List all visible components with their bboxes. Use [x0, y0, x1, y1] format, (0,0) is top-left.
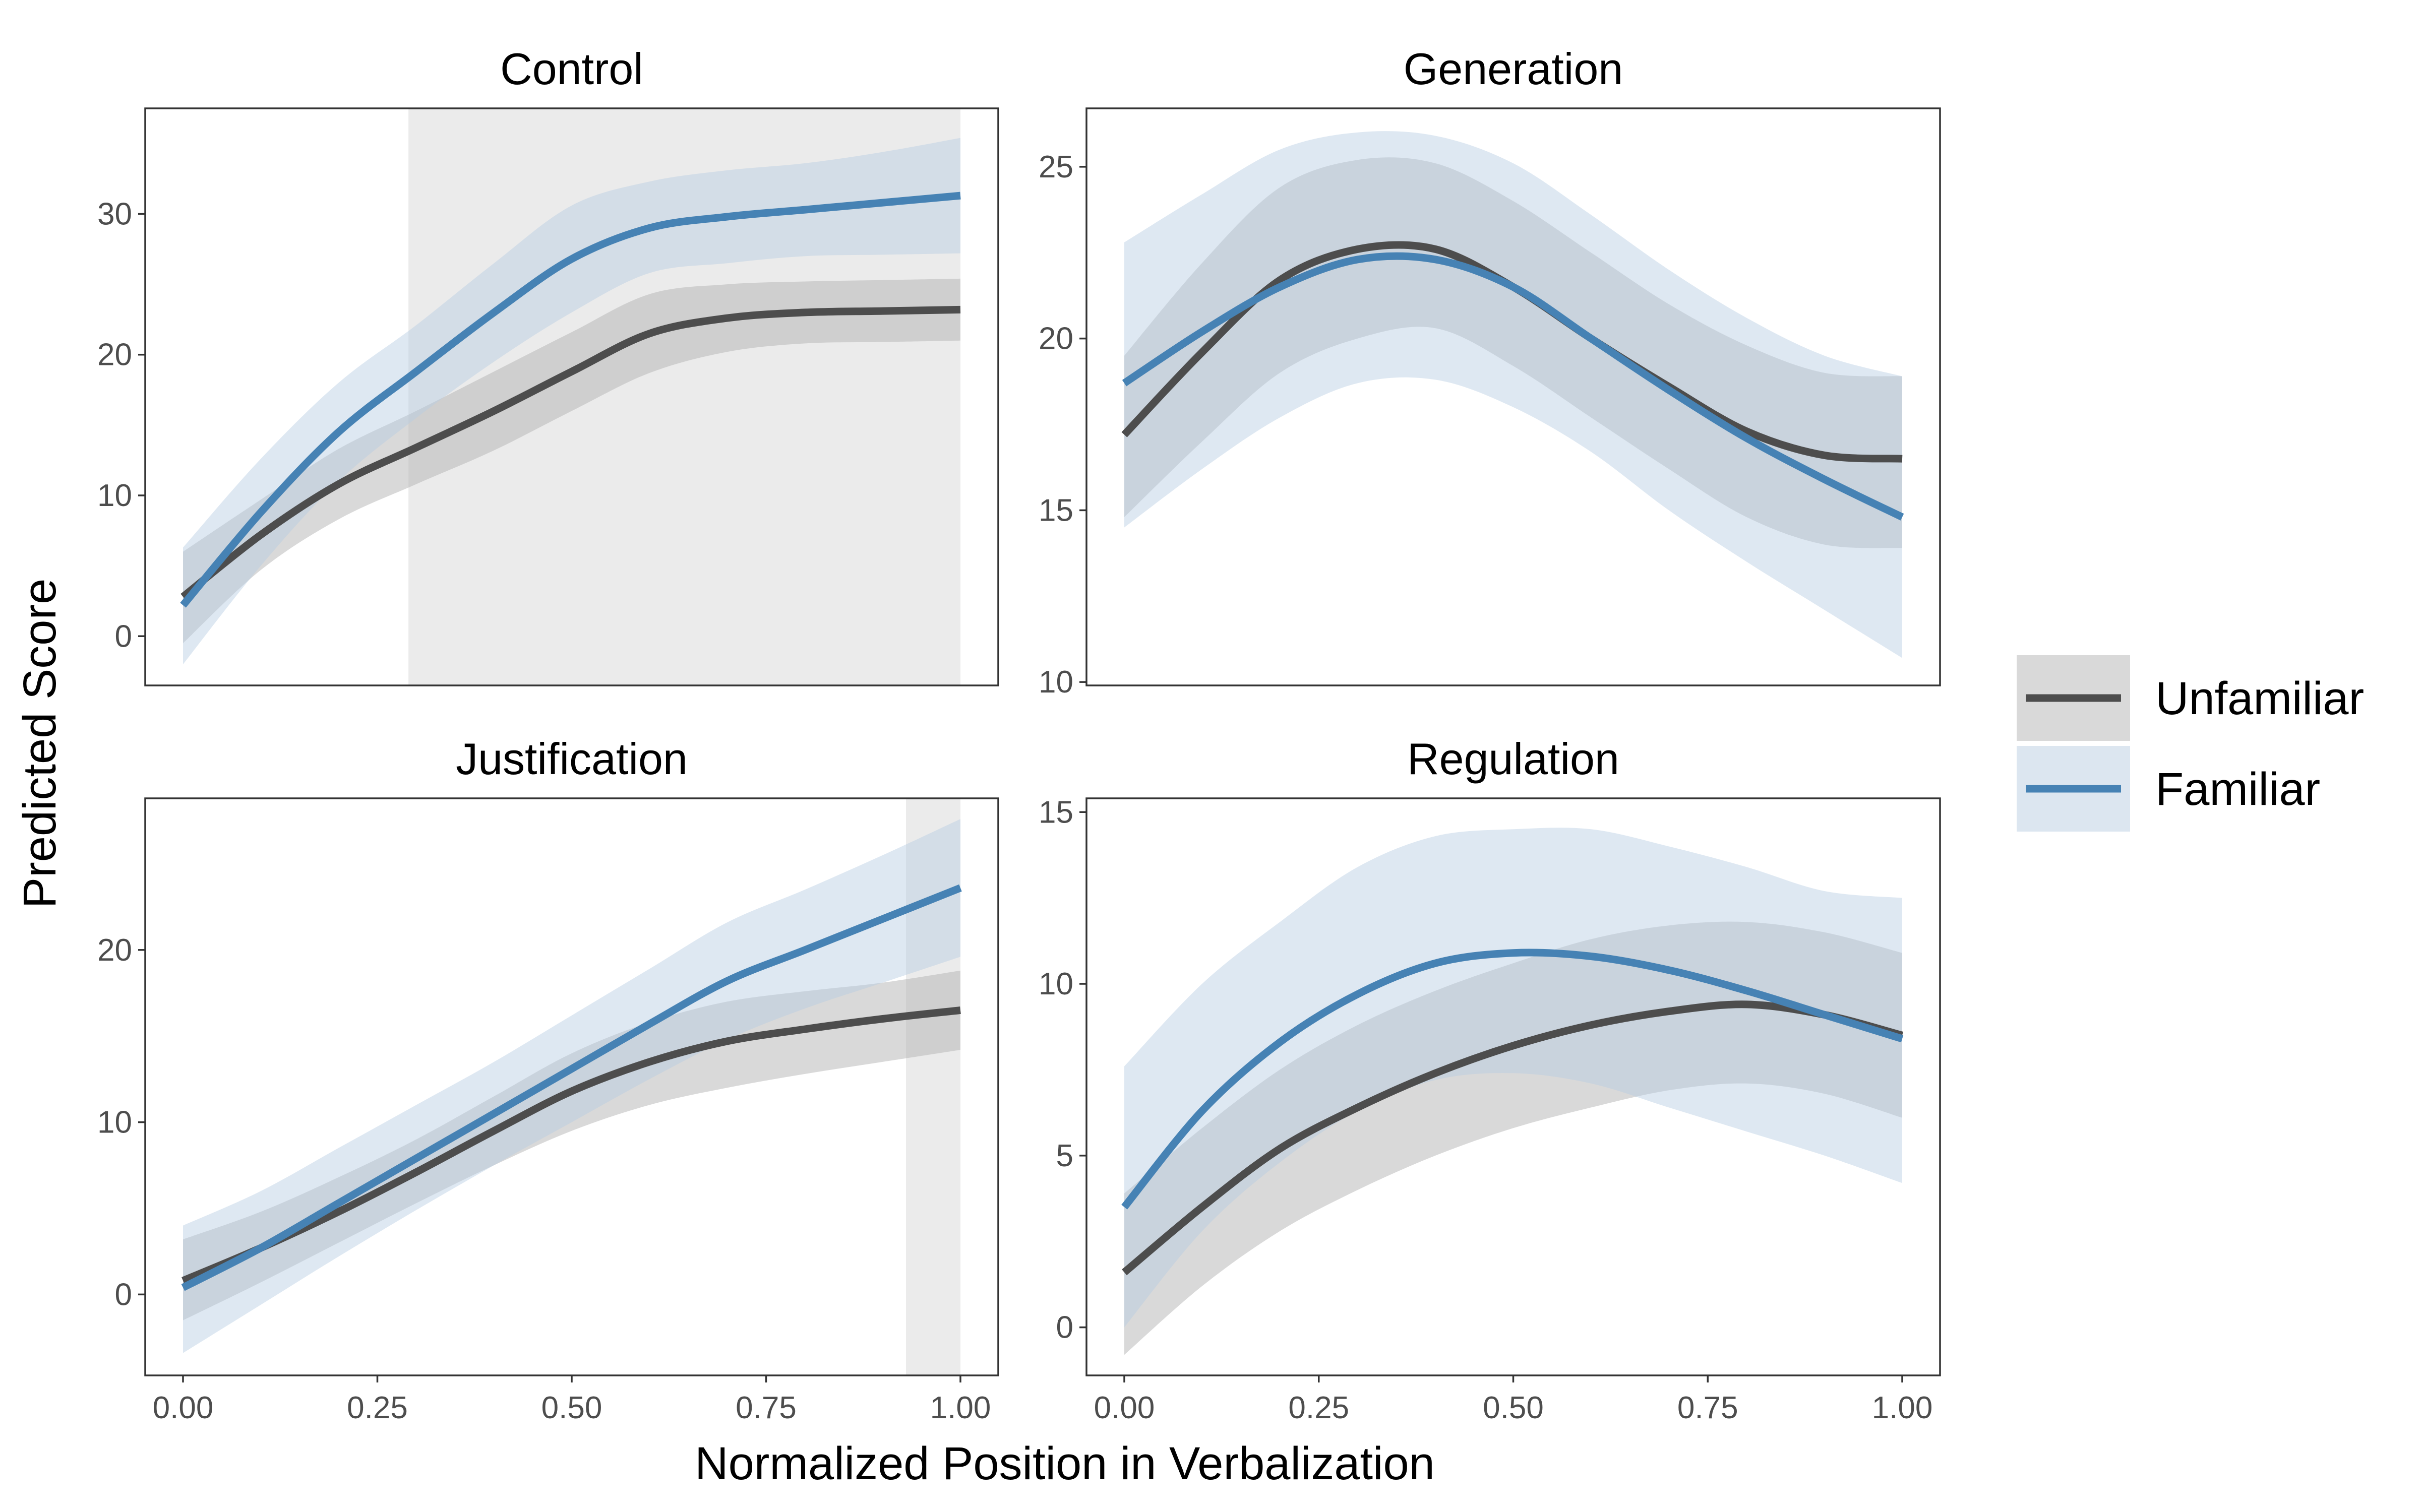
y-tick-label: 15 [1039, 493, 1073, 528]
legend-label: Familiar [2155, 764, 2320, 815]
y-tick-label: 10 [97, 478, 132, 513]
legend-label: Unfamiliar [2155, 673, 2364, 724]
plot-area [1121, 131, 1904, 658]
y-tick-label: 20 [1039, 322, 1073, 356]
x-axis-title: Normalized Position in Verbalization [695, 1438, 1435, 1489]
series-line-familiar [181, 884, 962, 1291]
y-axis-title: Predicted Score [14, 579, 66, 909]
series-line-familiar [180, 192, 961, 608]
panel-generation: Generation 10 15 20 25 [1039, 44, 1941, 700]
y-tick-label: 10 [97, 1105, 132, 1140]
y-tick-label: 25 [1039, 150, 1073, 184]
x-tick-label: 0.50 [541, 1391, 602, 1425]
plot-area [1121, 828, 1904, 1355]
confidence-band-familiar [183, 819, 960, 1353]
confidence-band-unfamiliar [1124, 921, 1902, 1355]
panel-regulation: Regulation 0 5 10 15 0.00 0.25 0.50 0.75 1.00 [1039, 734, 1941, 1425]
y-tick-label: 20 [97, 338, 132, 372]
y-tick-label: 15 [1039, 795, 1073, 830]
panel-title: Regulation [1407, 734, 1619, 784]
x-tick-label: 0.00 [153, 1391, 214, 1425]
confidence-band-familiar [1124, 828, 1902, 1328]
panel-border [1085, 107, 1941, 686]
panel-title: Control [500, 44, 643, 94]
y-tick-label: 30 [97, 197, 132, 231]
y-tick-label: 0 [1056, 1310, 1073, 1345]
x-tick-label: 0.75 [736, 1391, 797, 1425]
legend-item-unfamiliar: Unfamiliar [2017, 655, 2364, 741]
x-tick-label: 1.00 [1872, 1391, 1933, 1425]
plot-area [180, 108, 961, 685]
legend: Unfamiliar Familiar [2017, 655, 2364, 832]
legend-item-familiar: Familiar [2017, 746, 2320, 832]
y-tick-label: 5 [1056, 1139, 1073, 1173]
x-tick-label: 0.00 [1094, 1391, 1155, 1425]
panel-justification: Justification 0 10 20 0.00 0.25 0.50 0.75 1.00 [97, 734, 999, 1425]
panel-border [144, 107, 999, 686]
x-tick-label: 1.00 [930, 1391, 991, 1425]
x-tick-label: 0.25 [347, 1391, 408, 1425]
panel-title: Generation [1404, 44, 1623, 94]
x-tick-label: 0.50 [1483, 1391, 1544, 1425]
series-line-familiar [1122, 252, 1904, 521]
confidence-band-familiar [183, 138, 960, 665]
y-tick-label: 0 [115, 619, 132, 654]
y-tick-label: 10 [1039, 665, 1073, 700]
series-line-unfamiliar [182, 1006, 961, 1284]
series-line-familiar [1121, 949, 1904, 1210]
confidence-band-unfamiliar [1124, 157, 1902, 548]
panel-control: Control 0 10 20 30 [97, 44, 999, 686]
plot-area [181, 798, 962, 1375]
confidence-band-unfamiliar [183, 970, 960, 1320]
y-tick-label: 20 [97, 933, 132, 968]
x-tick-label: 0.25 [1288, 1391, 1349, 1425]
y-tick-label: 0 [115, 1277, 132, 1312]
x-tick-label: 0.75 [1677, 1391, 1738, 1425]
series-line-unfamiliar [1122, 1000, 1903, 1276]
panel-title: Justification [456, 734, 688, 784]
series-line-unfamiliar [180, 305, 961, 600]
confidence-band-unfamiliar [183, 278, 960, 644]
panels: Control 0 10 20 30 Generation 10 15 20 25 Justific… [97, 44, 1941, 1425]
y-tick-label: 10 [1039, 967, 1073, 1001]
